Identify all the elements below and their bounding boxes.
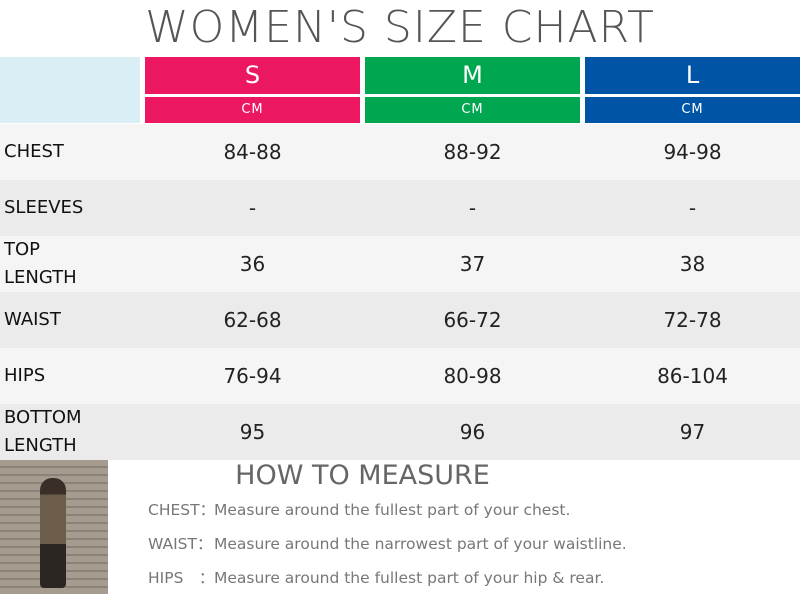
cell-value: 36 [239,252,266,276]
size-header-l: L [585,57,800,94]
row-label: SLEEVES [4,197,84,218]
cell-value: 37 [459,252,486,276]
measure-hips: HIPS ：Measure around the fullest part of… [148,566,604,588]
model-figure [40,478,66,588]
measure-waist: WAIST：Measure around the narrowest part … [148,532,627,554]
cell-value: - [468,196,477,220]
measure-key: HIPS ： [148,569,215,587]
header-blank-cell [0,57,140,123]
unit-m: CM [365,97,580,123]
size-header-s: S [145,57,360,94]
row-label: HIPS [4,365,46,386]
cell-value: 72-78 [663,308,722,332]
cell-value: 38 [679,252,706,276]
cell-value: 66-72 [443,308,502,332]
how-to-measure-title: HOW TO MEASURE [235,460,490,491]
row-label: TOP LENGTH [4,239,77,288]
row-label: CHEST [4,141,64,162]
model-photo [0,460,108,594]
cell-value: 80-98 [443,364,502,388]
table-row: SLEEVES - - - [0,180,800,236]
cell-value: 62-68 [223,308,282,332]
size-header-m: M [365,57,580,94]
table-row: BOTTOM LENGTH 95 96 97 [0,404,800,460]
unit-s: CM [145,97,360,123]
cell-value: 76-94 [223,364,282,388]
row-label: BOTTOM LENGTH [4,407,82,456]
row-label: WAIST [4,309,61,330]
table-row: CHEST 84-88 88-92 94-98 [0,124,800,180]
measure-text: Measure around the fullest part of your … [214,501,571,519]
cell-value: 84-88 [223,140,282,164]
cell-value: 94-98 [663,140,722,164]
cell-value: 86-104 [657,364,728,388]
unit-l: CM [585,97,800,123]
measure-key: CHEST： [148,501,216,519]
table-row: TOP LENGTH 36 37 38 [0,236,800,292]
measure-chest: CHEST：Measure around the fullest part of… [148,498,570,520]
cell-value: - [248,196,257,220]
measure-text: Measure around the narrowest part of you… [214,535,627,553]
table-row: WAIST 62-68 66-72 72-78 [0,292,800,348]
measure-text: Measure around the fullest part of your … [214,569,605,587]
measure-key: WAIST： [148,535,213,553]
cell-value: 96 [459,420,486,444]
cell-value: 97 [679,420,706,444]
cell-value: 95 [239,420,266,444]
cell-value: 88-92 [443,140,502,164]
cell-value: - [688,196,697,220]
table-row: HIPS 76-94 80-98 86-104 [0,348,800,404]
chart-title: WOMEN'S SIZE CHART [145,2,655,53]
